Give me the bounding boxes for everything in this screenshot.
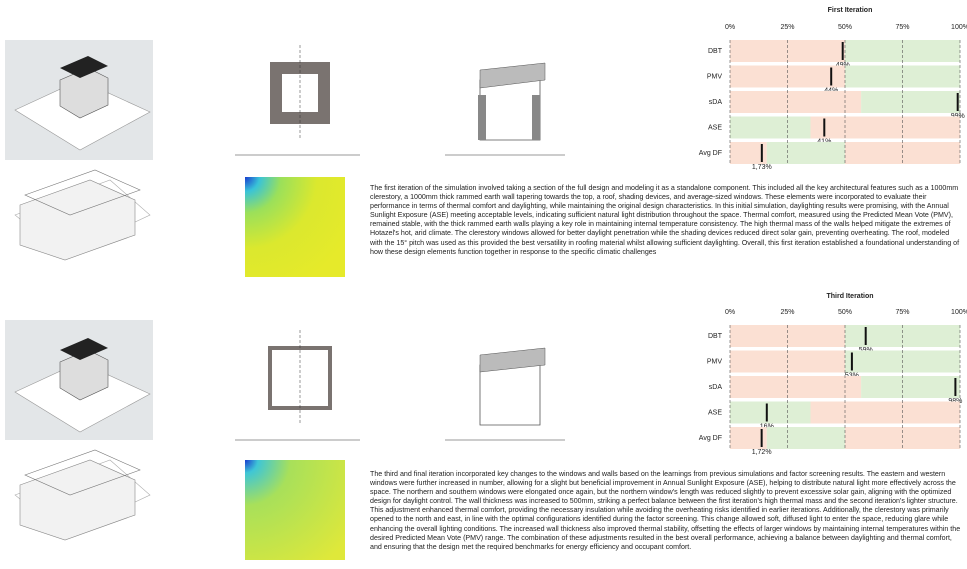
- x-tick-label: 50%: [838, 309, 852, 316]
- marker: [954, 378, 956, 396]
- row-label: PMV: [707, 73, 723, 80]
- row-label: ASE: [708, 124, 722, 131]
- row-label: PMV: [707, 358, 723, 365]
- row-label: Avg DF: [699, 435, 722, 442]
- row-label: Avg DF: [699, 150, 722, 157]
- renders: [5, 40, 153, 540]
- x-tick-label: 25%: [780, 309, 794, 316]
- zone: [730, 117, 811, 139]
- x-tick-label: 75%: [895, 24, 909, 31]
- marker: [823, 119, 825, 137]
- x-tick-label: 100%: [951, 24, 967, 31]
- x-tick-label: 75%: [895, 309, 909, 316]
- row-label: sDA: [709, 99, 723, 106]
- marker: [851, 353, 853, 371]
- x-tick-label: 0%: [725, 24, 735, 31]
- chart-title: First Iteration: [828, 7, 873, 14]
- heatmap: [245, 460, 345, 560]
- paragraph: The first iteration of the simulation in…: [370, 184, 962, 257]
- x-tick-label: 50%: [838, 24, 852, 31]
- zone: [861, 91, 960, 113]
- x-tick-label: 25%: [780, 24, 794, 31]
- value-label: 1,72%: [752, 449, 772, 456]
- zone: [811, 117, 961, 139]
- row-label: DBT: [708, 333, 723, 340]
- zone: [767, 142, 845, 164]
- chart-title: Third Iteration: [826, 293, 873, 300]
- marker: [766, 404, 768, 422]
- x-tick-label: 100%: [951, 309, 967, 316]
- row-label: ASE: [708, 409, 722, 416]
- row-label: DBT: [708, 48, 723, 55]
- zone: [811, 402, 961, 424]
- marker: [957, 93, 959, 111]
- zone: [730, 91, 861, 113]
- row-label: sDA: [709, 384, 723, 391]
- marker: [865, 327, 867, 345]
- value-label: 1,73%: [752, 164, 772, 171]
- zone: [861, 376, 960, 398]
- x-tick-label: 0%: [725, 309, 735, 316]
- marker: [830, 68, 832, 86]
- marker: [842, 42, 844, 60]
- marker: [761, 429, 763, 447]
- heatmap: [245, 177, 345, 277]
- marker: [761, 144, 763, 162]
- zone: [730, 402, 811, 424]
- zone: [767, 427, 845, 449]
- paragraph: The third and final iteration incorporat…: [370, 470, 962, 552]
- page: First Iteration0%25%50%75%100%DBT49%PMV4…: [0, 0, 967, 569]
- zone: [730, 376, 861, 398]
